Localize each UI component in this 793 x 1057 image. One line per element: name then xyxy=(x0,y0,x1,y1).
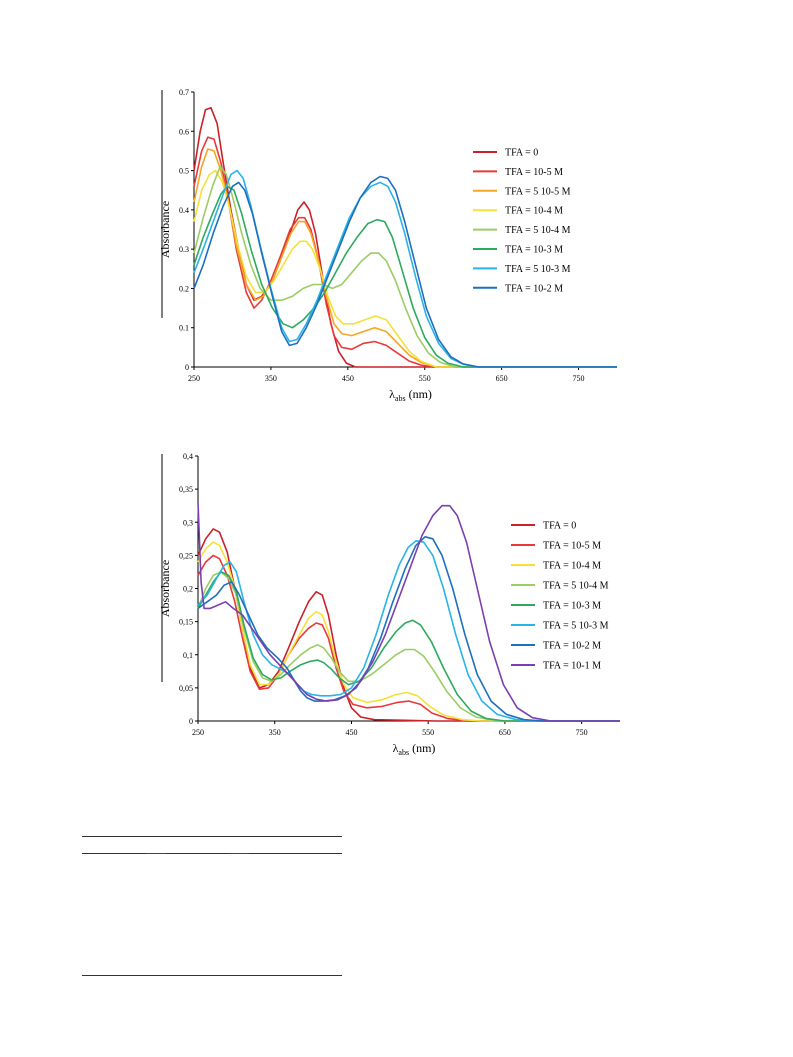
series-line-6 xyxy=(197,540,620,722)
legend-label: TFA = 10-2 M xyxy=(543,641,601,652)
x-tick-label: 450 xyxy=(342,374,354,383)
legend-label: TFA = 10-4 M xyxy=(505,206,563,217)
y-tick-label: 0.2 xyxy=(179,284,189,293)
y-tick-label: 0,4 xyxy=(183,452,193,461)
y-tick-label: 0.3 xyxy=(179,245,189,254)
table-header-mark xyxy=(146,853,166,854)
y-tick-label: 0,25 xyxy=(179,551,193,560)
legend-label: TFA = 10-3 M xyxy=(505,245,563,256)
legend-label: TFA = 10-3 M xyxy=(543,601,601,612)
chart-tfa-titration-2: 250 350 450 550 650 750 0 0,05 0,1 0,15 0,2 0,25 0,3… xyxy=(0,448,793,778)
series-line-4 xyxy=(193,169,617,368)
chart-2-svg: 250 350 450 550 650 750 0 0,05 0,1 0,15 0,2 0,25 0,3… xyxy=(158,452,620,757)
x-tick-label: 650 xyxy=(499,728,511,737)
y-tick-label: 0,05 xyxy=(179,684,193,693)
x-tick-label: 350 xyxy=(269,728,281,737)
y-tick-label: 0.7 xyxy=(179,88,189,97)
series-line-5 xyxy=(197,571,620,722)
legend-label: TFA = 5 10-3 M xyxy=(543,621,609,632)
table-bottom-rule xyxy=(82,975,342,976)
x-tick-label: 250 xyxy=(188,374,200,383)
x-tick-label: 650 xyxy=(496,374,508,383)
legend-label: TFA = 10-5 M xyxy=(505,167,563,178)
x-tick-label: 750 xyxy=(576,728,588,737)
y-tick-label: 0.4 xyxy=(179,206,189,215)
legend-label: TFA = 5 10-5 M xyxy=(505,186,571,197)
y-axis-title: Absorbance xyxy=(158,201,172,258)
x-tick-label: 250 xyxy=(192,728,204,737)
table-top-rule xyxy=(82,836,342,837)
y-tick-label: 0,2 xyxy=(183,585,193,594)
y-tick-label: 0,3 xyxy=(183,518,193,527)
y-tick-label: 0,35 xyxy=(179,485,193,494)
x-tick-label: 550 xyxy=(419,374,431,383)
x-axis-title: λabs (nm) xyxy=(389,387,432,403)
legend-label: TFA = 10-4 M xyxy=(543,561,601,572)
y-tick-label: 0 xyxy=(189,717,193,726)
y-tick-label: 0.1 xyxy=(179,324,189,333)
series-line-1 xyxy=(197,528,620,722)
x-axis-title: λabs (nm) xyxy=(393,741,436,757)
legend-label: TFA = 5 10-3 M xyxy=(505,264,571,275)
table-header-rule xyxy=(82,853,342,854)
legend-label: TFA = 0 xyxy=(543,521,576,532)
legend-label: TFA = 5 10-4 M xyxy=(543,581,609,592)
y-tick-label: 0 xyxy=(185,363,189,372)
series-line-2 xyxy=(197,554,620,722)
table-header-mark xyxy=(229,853,249,854)
legend-label: TFA = 0 xyxy=(505,148,538,159)
series-line-8 xyxy=(193,175,617,368)
legend-label: TFA = 5 10-4 M xyxy=(505,225,571,236)
y-tick-label: 0,15 xyxy=(179,618,193,627)
series-line-7 xyxy=(193,169,617,368)
chart-1-svg: 250 350 450 550 650 750 0 0.1 0.2 0.3 0.4 0.5 0.6 0.7… xyxy=(158,88,617,403)
series-line-8 xyxy=(197,502,620,722)
y-tick-label: 0,1 xyxy=(183,651,193,660)
series-line-3 xyxy=(193,148,617,368)
x-tick-label: 350 xyxy=(265,374,277,383)
legend-label: TFA = 10-1 M xyxy=(543,661,601,672)
y-tick-label: 0.5 xyxy=(179,167,189,176)
y-axis-title: Absorbance xyxy=(158,560,172,617)
x-tick-label: 450 xyxy=(345,728,357,737)
x-tick-label: 750 xyxy=(573,374,585,383)
legend-label: TFA = 10-2 M xyxy=(505,283,563,294)
legend-label: TFA = 10-5 M xyxy=(543,541,601,552)
x-tick-label: 550 xyxy=(422,728,434,737)
y-tick-label: 0.6 xyxy=(179,127,189,136)
chart-tfa-titration-1: 250 350 450 550 650 750 0 0.1 0.2 0.3 0.4 0.5 0.6 0.7… xyxy=(0,78,793,408)
